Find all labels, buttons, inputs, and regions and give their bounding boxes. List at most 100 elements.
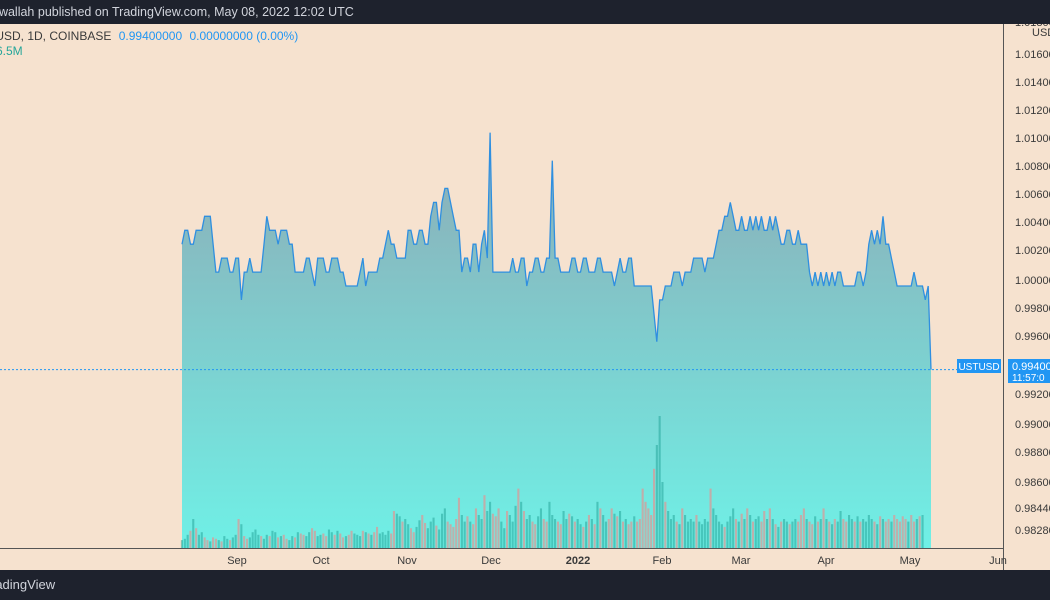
volume-bar xyxy=(200,532,203,548)
volume-bar xyxy=(432,517,435,548)
volume-bar xyxy=(342,537,345,548)
volume-bar xyxy=(486,511,489,548)
volume-bar xyxy=(265,534,268,548)
volume-bar xyxy=(339,533,342,548)
volume-bar xyxy=(565,519,568,548)
volume-bar xyxy=(457,497,461,548)
volume-bar xyxy=(322,533,325,548)
volume-bar xyxy=(791,521,794,548)
volume-bar xyxy=(206,540,209,548)
volume-bar xyxy=(571,516,574,548)
price-tick-label: 1.01000 xyxy=(1015,133,1050,145)
volume-bar xyxy=(848,515,851,548)
volume-bar xyxy=(542,519,545,548)
volume-bar xyxy=(554,519,557,548)
volume-bar xyxy=(192,519,195,548)
volume-bar xyxy=(429,521,432,548)
volume-bar xyxy=(404,519,407,548)
volume-bar xyxy=(214,538,218,548)
volume-bar xyxy=(562,511,565,548)
volume-bar xyxy=(347,534,350,548)
volume-bar xyxy=(593,524,596,548)
volume-bar xyxy=(398,516,401,548)
volume-bar xyxy=(904,519,907,548)
volume-bar xyxy=(686,521,690,548)
volume-bar xyxy=(783,519,786,548)
volume-bar xyxy=(356,534,359,548)
volume-bar xyxy=(197,534,201,548)
time-tick-label: Feb xyxy=(653,555,672,567)
volume-bar xyxy=(726,521,729,548)
volume-bar xyxy=(715,515,718,548)
legend-symbol: /USD, 1D, COINBASE xyxy=(0,29,112,43)
area-layer xyxy=(182,132,931,548)
volume-bar xyxy=(887,519,890,548)
volume-bar xyxy=(489,501,492,548)
volume-bar xyxy=(596,501,599,548)
volume-bar xyxy=(732,508,735,548)
volume-bar xyxy=(463,521,466,548)
volume-bar xyxy=(568,513,571,548)
volume-bar xyxy=(610,508,613,548)
volume-bar xyxy=(706,521,709,548)
volume-bar xyxy=(313,530,316,548)
volume-bar xyxy=(785,521,788,548)
volume-bar xyxy=(873,521,876,548)
volume-bar xyxy=(299,533,302,548)
volume-bar xyxy=(853,521,856,548)
volume-bar xyxy=(698,521,701,548)
brand-logo: radingView xyxy=(0,577,56,592)
volume-bar xyxy=(376,526,379,548)
volume-bar xyxy=(616,516,619,548)
volume-bar xyxy=(678,524,681,548)
volume-bar xyxy=(387,530,390,548)
volume-bar xyxy=(737,521,740,548)
volume-bar xyxy=(856,516,859,548)
volume-bar xyxy=(613,513,616,548)
volume-bar xyxy=(811,524,814,548)
volume-bar xyxy=(590,519,593,548)
volume-bar xyxy=(689,519,692,548)
volume-bar xyxy=(723,526,726,548)
volume-bar xyxy=(407,524,410,548)
volume-bar xyxy=(774,524,777,548)
volume-bar xyxy=(743,519,746,548)
volume-bar xyxy=(384,534,387,548)
volume-bar xyxy=(655,445,658,548)
legend-change: 0.00000000 (0.00%) xyxy=(189,29,299,43)
volume-bar xyxy=(223,536,226,548)
volume-bar xyxy=(327,529,331,548)
volume-bar xyxy=(525,519,528,548)
price-chart[interactable]: 1.01800 1.01600 1.01400 1.01200 1.01000 1.008… xyxy=(0,24,1050,570)
volume-bar xyxy=(288,540,291,548)
volume-bar xyxy=(240,524,243,548)
volume-bar xyxy=(455,519,458,548)
price-tick-label: 1.01200 xyxy=(1015,105,1050,117)
volume-bar xyxy=(794,519,797,548)
time-tick-label: 2022 xyxy=(566,555,590,567)
volume-bar xyxy=(344,536,348,548)
volume-bar xyxy=(271,530,274,548)
volume-bar xyxy=(268,536,271,548)
time-tick-label: May xyxy=(900,555,921,567)
volume-bar xyxy=(757,516,760,548)
volume-bar xyxy=(898,521,902,548)
volume-bar xyxy=(833,519,836,548)
volume-bar xyxy=(749,515,752,548)
volume-bar xyxy=(740,513,743,548)
volume-bar xyxy=(517,488,520,548)
volume-bar xyxy=(819,519,822,548)
volume-bar xyxy=(418,520,421,548)
volume-bar xyxy=(353,533,356,548)
volume-bar xyxy=(901,516,904,548)
volume-bar xyxy=(392,511,396,548)
price-tick-label: 1.01800 xyxy=(1015,24,1050,29)
volume-bar xyxy=(539,508,543,548)
volume-bar xyxy=(695,515,698,548)
volume-bar xyxy=(845,521,848,548)
volume-bar xyxy=(876,524,879,548)
volume-bar xyxy=(921,515,924,548)
